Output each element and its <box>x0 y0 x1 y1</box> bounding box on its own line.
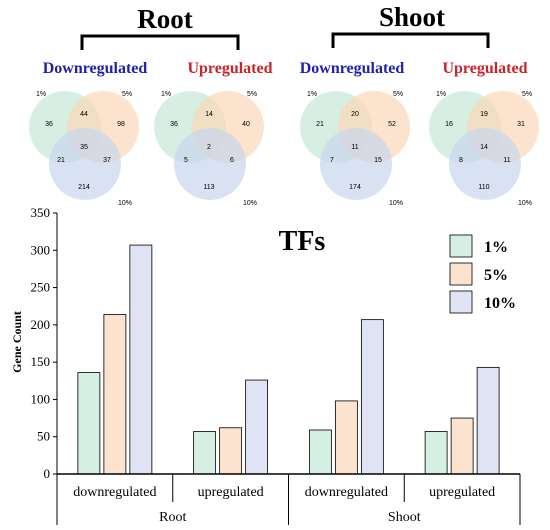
venn-region-count: 5 <box>184 157 188 164</box>
shoot-bracket <box>331 32 490 48</box>
x-group-label: Root <box>159 510 186 525</box>
bar-1pct-1 <box>77 372 101 475</box>
venn-region-count: 21 <box>316 121 324 128</box>
venn-corner-label: 1% <box>161 91 171 98</box>
y-axis: 0 50 100 150 200 250 300 350 <box>31 205 58 481</box>
venn-region-count: 14 <box>480 144 488 151</box>
venn-region-count: 7 <box>330 157 334 164</box>
shoot-group-title: Shoot <box>379 2 445 32</box>
venn-corner-label: 10% <box>518 200 532 207</box>
venn-region-count: 110 <box>478 184 489 191</box>
y-tick-label: 0 <box>44 466 51 481</box>
legend-swatch <box>449 262 473 286</box>
venn-corner-label: 1% <box>307 91 317 98</box>
venn-circle-10pct <box>449 128 521 200</box>
venn-region-count: 6 <box>230 157 234 164</box>
x-category-label: upregulated <box>429 485 495 500</box>
legend: 1% 5% 10% <box>449 234 516 314</box>
venn-circle-10pct <box>320 128 392 200</box>
venn-corner-label: 10% <box>389 200 403 207</box>
venn-label: Downregulated <box>43 60 148 77</box>
venn-label: Upregulated <box>442 60 527 77</box>
venn-region-count: 214 <box>78 184 90 191</box>
venn-region-count: 31 <box>517 121 525 128</box>
y-tick-label: 50 <box>37 429 50 444</box>
bar-10pct-1 <box>129 244 153 475</box>
root-bracket <box>80 34 240 50</box>
legend-label: 1% <box>484 239 508 256</box>
y-tick-label: 300 <box>31 242 51 257</box>
venn-circle-10pct <box>174 128 246 200</box>
bar-10pct-3 <box>360 319 384 475</box>
bar-5pct-2 <box>219 427 243 475</box>
venn-panel-3: Downregulated 1% 5% 10% 21 20 52 7 11 15 174 <box>300 60 410 207</box>
bar-10pct-4 <box>476 366 500 475</box>
venn-region-count: 36 <box>170 121 178 128</box>
venn-corner-label: 1% <box>36 91 46 98</box>
venn-label: Upregulated <box>187 60 272 77</box>
venn-corner-label: 5% <box>247 91 257 98</box>
venn-region-count: 14 <box>205 111 213 118</box>
legend-swatch <box>449 290 473 314</box>
venn-label: Downregulated <box>300 60 405 77</box>
y-tick-label: 100 <box>31 391 51 406</box>
venn-region-count: 174 <box>349 184 361 191</box>
venn-region-count: 36 <box>45 121 53 128</box>
y-axis-label: Gene Count <box>10 311 24 373</box>
venn-corner-label: 1% <box>436 91 446 98</box>
chart-title: TFs <box>279 226 326 257</box>
venn-region-count: 2 <box>207 144 211 151</box>
venn-region-count: 16 <box>445 121 453 128</box>
bar-1pct-2 <box>193 431 217 475</box>
bar-10pct-2 <box>245 379 269 475</box>
venn-region-count: 8 <box>459 157 463 164</box>
y-tick-label: 350 <box>31 205 51 220</box>
bar-1pct-3 <box>308 429 332 475</box>
x-group-label: Shoot <box>388 510 421 525</box>
bar-1pct-4 <box>424 431 448 475</box>
venn-panel-1: Downregulated 1% 5% 10% 36 44 98 21 35 37 214 <box>29 60 147 207</box>
venn-region-count: 15 <box>374 157 382 164</box>
legend-swatch <box>449 234 473 258</box>
venn-region-count: 40 <box>242 121 250 128</box>
venn-panel-2: Upregulated 1% 5% 10% 36 14 40 5 2 6 113 <box>154 60 273 207</box>
legend-label: 5% <box>484 267 508 284</box>
x-category-label: downregulated <box>305 485 388 500</box>
x-category-label: downregulated <box>73 485 156 500</box>
bar-5pct-4 <box>450 417 474 475</box>
venn-region-count: 11 <box>503 157 510 164</box>
venn-region-count: 52 <box>388 121 396 128</box>
venn-region-count: 113 <box>203 184 214 191</box>
venn-region-count: 44 <box>80 111 88 118</box>
x-category-label: upregulated <box>198 485 264 500</box>
y-tick-label: 200 <box>31 317 51 332</box>
venn-panel-4: Upregulated 1% 5% 10% 16 19 31 8 14 11 110 <box>429 60 539 207</box>
venn-corner-label: 5% <box>522 91 532 98</box>
y-tick-label: 250 <box>31 280 51 295</box>
venn-corner-label: 10% <box>243 200 257 207</box>
venn-region-count: 11 <box>351 144 358 151</box>
y-tick-label: 150 <box>31 354 51 369</box>
venn-region-count: 35 <box>80 144 88 151</box>
bar-5pct-3 <box>334 400 358 475</box>
venn-region-count: 21 <box>57 157 65 164</box>
venn-corner-label: 10% <box>118 200 132 207</box>
bar-5pct-1 <box>103 314 127 475</box>
bars <box>77 244 500 475</box>
tf-bar-chart: TFs Gene Count 0 50 100 150 200 250 300 350 dow… <box>10 205 521 525</box>
venn-region-count: 19 <box>480 111 488 118</box>
venn-region-count: 98 <box>117 121 125 128</box>
venn-region-count: 37 <box>103 157 111 164</box>
venn-circle-10pct <box>49 128 121 200</box>
x-axis: downregulated upregulated downregulated upr… <box>56 473 521 525</box>
root-group-title: Root <box>137 4 193 34</box>
venn-corner-label: 5% <box>393 91 403 98</box>
venn-region-count: 20 <box>351 111 359 118</box>
venn-corner-label: 5% <box>122 91 132 98</box>
legend-label: 10% <box>484 295 516 312</box>
